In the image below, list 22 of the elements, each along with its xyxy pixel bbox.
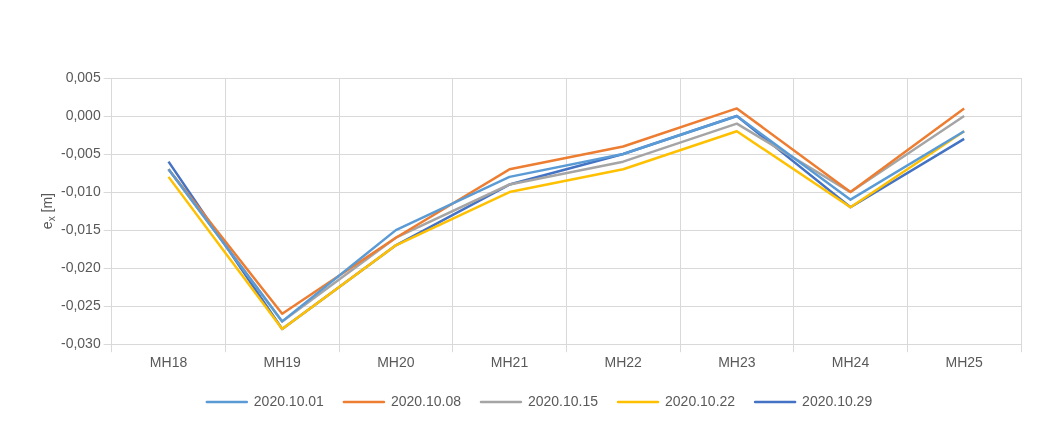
x-tick-label: MH20 xyxy=(377,354,415,371)
y-tick-label: -0,030 xyxy=(60,335,101,352)
legend-label: 2020.10.08 xyxy=(390,392,462,409)
x-tick-label: MH25 xyxy=(945,354,984,371)
x-tick-label: MH24 xyxy=(831,354,870,371)
y-tick-label: -0,015 xyxy=(60,220,101,237)
x-tick-label: MH21 xyxy=(490,354,529,371)
x-tick-label: MH22 xyxy=(604,354,643,371)
legend-label: 2020.10.15 xyxy=(527,392,599,409)
legend-label: 2020.10.01 xyxy=(253,392,325,409)
x-tick-label: MH23 xyxy=(718,354,756,371)
y-axis-title: ex [m] xyxy=(38,193,57,230)
y-tick-label: -0,020 xyxy=(60,259,101,275)
y-tick-label: 0,005 xyxy=(65,68,101,85)
y-tick-label: -0,025 xyxy=(60,297,101,314)
legend-label: 2020.10.22 xyxy=(665,392,736,409)
y-tick-label: -0,010 xyxy=(60,182,101,199)
x-tick-label: MH18 xyxy=(149,354,188,371)
y-tick-label: 0,000 xyxy=(65,106,101,123)
y-tick-label: -0,005 xyxy=(60,144,101,161)
legend-label: 2020.10.29 xyxy=(802,392,873,409)
x-tick-label: MH19 xyxy=(263,354,302,371)
